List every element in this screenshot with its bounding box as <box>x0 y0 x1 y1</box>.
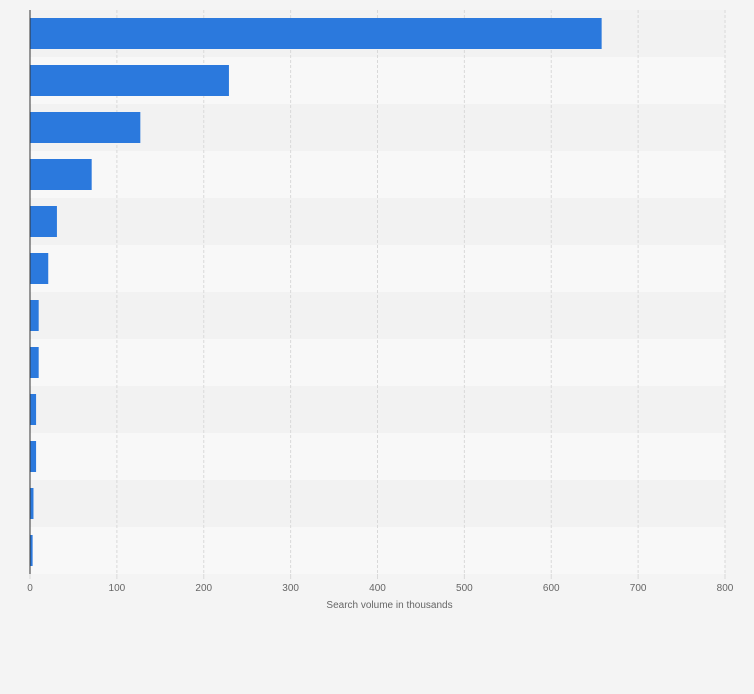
x-tick-label: 400 <box>369 583 386 594</box>
bar <box>30 18 602 49</box>
bar <box>30 159 92 190</box>
x-axis-label: Search volume in thousands <box>326 600 452 611</box>
x-axis-tick-labels: 0 100 200 300 400 500 600 700 800 <box>27 583 734 594</box>
x-tick-label: 200 <box>195 583 212 594</box>
bar <box>30 488 34 519</box>
bar <box>30 535 33 566</box>
bar <box>30 300 39 331</box>
x-tick-label: 800 <box>717 583 734 594</box>
bar <box>30 112 141 143</box>
bar <box>30 441 37 472</box>
x-tick-label: 500 <box>456 583 473 594</box>
bar <box>30 347 39 378</box>
x-tick-label: 300 <box>282 583 299 594</box>
bar <box>30 394 37 425</box>
x-tick-label: 600 <box>543 583 560 594</box>
gridlines <box>116 10 726 574</box>
bars <box>30 18 602 566</box>
x-tick-label: 700 <box>630 583 647 594</box>
bar <box>30 253 49 284</box>
x-tick-label: 0 <box>27 583 33 594</box>
x-axis-ticks <box>29 574 726 579</box>
bar <box>30 206 57 237</box>
x-tick-label: 100 <box>109 583 126 594</box>
bar <box>30 65 229 96</box>
